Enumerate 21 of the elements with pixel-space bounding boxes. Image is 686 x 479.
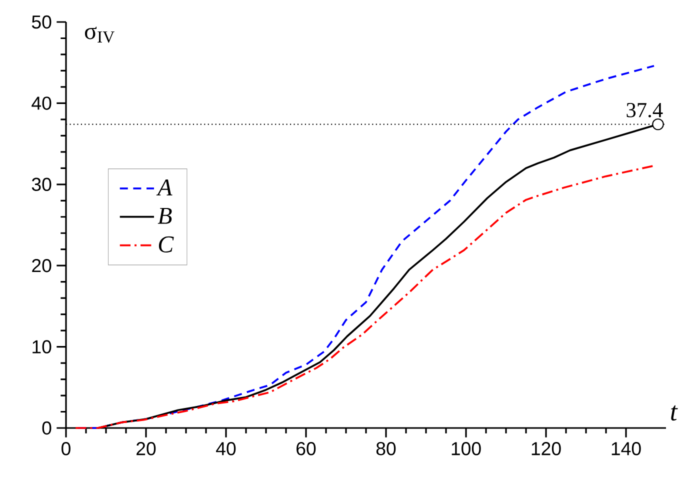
legend-label: A (156, 179, 172, 196)
x-tick-label: 20 (136, 442, 156, 456)
x-tick-label: 120 (532, 442, 561, 456)
x-tick-label: 40 (216, 442, 236, 456)
y-tick-label: 20 (32, 258, 52, 272)
y-tick-label: 0 (42, 421, 52, 435)
y-tick-label: 30 (32, 178, 52, 192)
line-series (74, 164, 655, 429)
x-tick-label: 140 (612, 442, 641, 456)
x-tick-label: 80 (376, 442, 396, 456)
y-tick-label: 50 (32, 15, 52, 29)
x-tick-label: 0 (62, 442, 70, 456)
y-tick-label: 10 (32, 340, 52, 354)
legend-label: B (158, 208, 172, 224)
x-tick-label: 60 (296, 442, 316, 456)
y-axis-title: σ$_{IV}$ (84, 26, 115, 43)
x-axis-title: t (671, 405, 678, 421)
legend-label: C (158, 236, 174, 252)
annotation: 37.4 (626, 102, 663, 118)
y-tick-label: 40 (32, 96, 52, 110)
x-tick-label: 100 (452, 442, 481, 456)
